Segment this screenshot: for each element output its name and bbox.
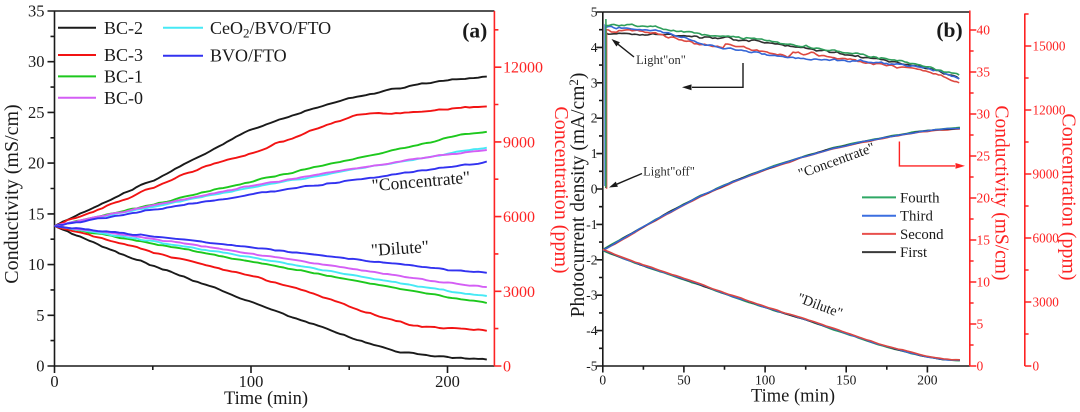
svg-text:Third: Third <box>900 209 933 225</box>
svg-text:0: 0 <box>50 372 58 391</box>
svg-text:12000: 12000 <box>1033 103 1066 118</box>
svg-text:Time (min): Time (min) <box>751 387 835 407</box>
svg-text:3: 3 <box>591 75 598 90</box>
svg-text:Fourth: Fourth <box>900 190 940 206</box>
svg-text:0: 0 <box>977 359 984 374</box>
svg-text:20: 20 <box>28 154 45 173</box>
svg-text:0: 0 <box>599 373 606 388</box>
svg-text:-5: -5 <box>586 359 597 374</box>
svg-text:35: 35 <box>28 2 45 21</box>
svg-text:-4: -4 <box>586 323 597 338</box>
svg-text:Photocurrent density (mA/cm2): Photocurrent density (mA/cm2) <box>566 73 589 318</box>
svg-text:150: 150 <box>836 373 857 388</box>
svg-text:12000: 12000 <box>503 60 543 77</box>
svg-text:Time (min): Time (min) <box>224 389 308 409</box>
svg-text:(b): (b) <box>936 18 962 42</box>
svg-text:Concentration (ppm): Concentration (ppm) <box>1058 113 1080 280</box>
svg-text:"Dilute": "Dilute" <box>370 236 429 260</box>
svg-text:3000: 3000 <box>1033 295 1060 310</box>
svg-text:3000: 3000 <box>503 284 535 301</box>
svg-text:2: 2 <box>591 111 598 126</box>
svg-text:Second: Second <box>900 227 944 243</box>
svg-text:BC-1: BC-1 <box>104 66 143 86</box>
svg-text:Light"on": Light"on" <box>636 53 686 67</box>
svg-text:6000: 6000 <box>1033 231 1060 246</box>
svg-text:30: 30 <box>28 52 45 71</box>
svg-text:15: 15 <box>28 204 45 223</box>
svg-text:-3: -3 <box>586 288 597 303</box>
svg-text:6000: 6000 <box>503 209 535 226</box>
svg-text:30: 30 <box>977 107 991 122</box>
svg-text:5: 5 <box>36 306 44 325</box>
svg-text:50: 50 <box>677 373 691 388</box>
svg-text:BC-0: BC-0 <box>104 88 143 108</box>
svg-text:35: 35 <box>977 65 991 80</box>
svg-text:5: 5 <box>591 5 598 20</box>
svg-text:25: 25 <box>28 103 45 122</box>
svg-text:15000: 15000 <box>1033 39 1066 54</box>
svg-text:10: 10 <box>977 275 991 290</box>
svg-text:0: 0 <box>36 357 44 376</box>
svg-text:15: 15 <box>977 233 991 248</box>
svg-text:5: 5 <box>977 317 984 332</box>
svg-text:200: 200 <box>435 372 460 391</box>
svg-text:Light"off": Light"off" <box>643 165 695 179</box>
svg-text:(a): (a) <box>462 19 487 43</box>
svg-text:0: 0 <box>591 182 598 197</box>
svg-text:10: 10 <box>28 255 45 274</box>
svg-text:First: First <box>900 245 928 261</box>
svg-text:9000: 9000 <box>503 134 535 151</box>
svg-text:9000: 9000 <box>1033 167 1060 182</box>
svg-text:Conductivity (mS/cm): Conductivity (mS/cm) <box>1 104 23 283</box>
svg-text:BVO/FTO: BVO/FTO <box>210 46 287 66</box>
svg-text:200: 200 <box>917 373 938 388</box>
svg-text:BC-2: BC-2 <box>104 18 143 38</box>
svg-text:0: 0 <box>1033 359 1040 374</box>
svg-text:1: 1 <box>591 146 598 161</box>
svg-text:Conductivity (mS/cm): Conductivity (mS/cm) <box>991 106 1012 281</box>
svg-text:100: 100 <box>755 373 776 388</box>
svg-text:100: 100 <box>239 372 264 391</box>
svg-text:BC-3: BC-3 <box>104 45 143 65</box>
svg-text:4: 4 <box>591 40 598 55</box>
svg-text:20: 20 <box>977 191 991 206</box>
svg-text:Concentration (ppm): Concentration (ppm) <box>550 106 572 273</box>
svg-text:-1: -1 <box>586 217 597 232</box>
svg-text:25: 25 <box>977 149 991 164</box>
svg-text:CeO2/BVO/FTO: CeO2/BVO/FTO <box>210 18 331 41</box>
svg-text:0: 0 <box>503 359 511 376</box>
svg-text:-2: -2 <box>586 252 597 267</box>
svg-text:40: 40 <box>977 23 991 38</box>
